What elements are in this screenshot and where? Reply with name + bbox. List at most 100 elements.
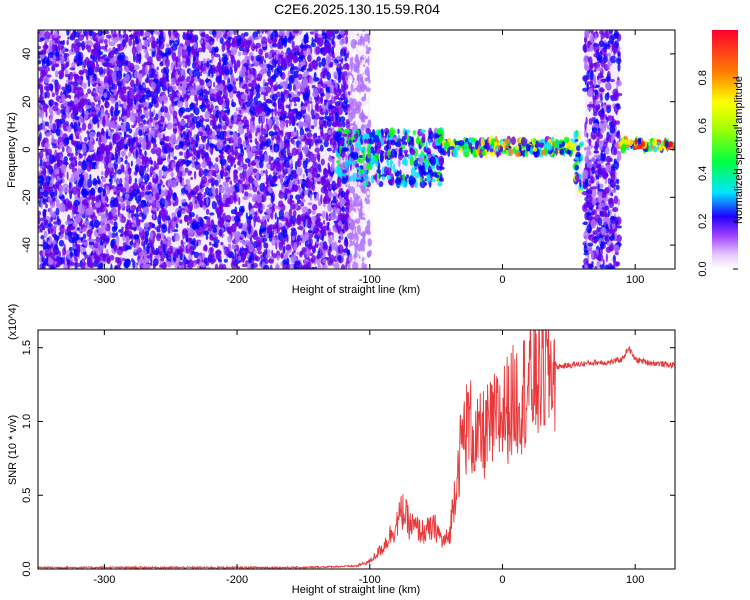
heatmap-cell [45,203,48,209]
heatmap-cell [191,46,195,52]
heatmap-cell [265,174,270,182]
heatmap-cell [180,183,185,187]
heatmap-cell [241,263,248,268]
heatmap-cell [58,239,65,247]
heatmap-cell [117,196,124,202]
heatmap-cell [282,215,285,219]
heatmap-cell [242,140,247,148]
heatmap-cell [123,30,127,36]
heatmap-cell [141,264,146,269]
heatmap-cell [185,99,189,110]
heatmap-cell [143,39,149,48]
heatmap-cell [257,251,263,255]
heatmap-cell [122,234,126,242]
heatmap-cell [114,101,119,111]
heatmap-cell [294,50,300,56]
heatmap-cell [304,133,307,139]
heatmap-cell [46,56,50,67]
heatmap-cell [208,241,212,246]
heatmap-cell [144,109,149,119]
heatmap-cell [138,129,143,137]
heatmap-cell [248,256,252,264]
heatmap-cell [121,165,125,173]
heatmap-cell [136,218,141,227]
heatmap-cell [83,136,88,142]
heatmap-cell [271,59,275,66]
heatmap-cell [97,187,104,193]
heatmap-cell [130,79,135,88]
heatmap-cell [156,56,162,62]
heatmap-cell [223,109,230,114]
heatmap-cell [87,88,92,95]
heatmap-cell [283,38,288,48]
heatmap-cell [219,111,222,115]
heatmap-cell [132,53,136,63]
heatmap-cell [215,157,219,163]
heatmap-cell [109,185,115,190]
heatmap-cell [249,139,253,143]
heatmap-cell [254,137,258,145]
heatmap-cell [254,211,258,221]
heatmap-cell [84,191,90,196]
heatmap-cell [321,57,326,67]
heatmap-cell [105,109,109,115]
heatmap-cell [44,85,48,91]
heatmap-cell [326,224,330,231]
heatmap-cell [262,186,268,194]
heatmap-cell [182,31,186,36]
heatmap-cell [198,199,203,206]
heatmap-cell [191,220,198,231]
heatmap-cell [278,130,282,136]
heatmap-cell [140,30,143,37]
heatmap-cell [176,92,181,97]
heatmap-cell [306,137,312,146]
heatmap-cell [146,120,150,125]
heatmap-cell [309,193,313,201]
heatmap-cell [196,259,200,264]
heatmap-cell [38,59,42,65]
heatmap-cell [327,30,335,37]
heatmap-cell [173,156,177,160]
heatmap-cell [302,174,305,178]
heatmap-cell [308,63,312,71]
heatmap-cell [174,139,178,144]
heatmap-cell [278,240,284,251]
heatmap-cell [337,255,342,262]
heatmap-cell [247,69,250,75]
heatmap-cell [196,228,203,236]
heatmap-cell [310,125,315,130]
heatmap-cell [240,234,245,239]
heatmap-cell [252,168,258,174]
heatmap-cell [238,99,241,105]
heatmap-cell [277,59,280,69]
heatmap-cell [66,171,69,181]
heatmap-cell [113,173,117,183]
heatmap-cell [231,101,237,108]
heatmap-cell [125,262,129,269]
heatmap-cell [59,71,65,79]
heatmap-cell [213,47,219,53]
heatmap-cell [308,129,312,133]
heatmap-cell [158,251,163,256]
heatmap-cell [105,130,109,140]
heatmap-cell [283,168,287,176]
heatmap-cell [311,84,316,89]
heatmap-cell [101,134,104,141]
heatmap-cell [320,92,325,97]
heatmap-cell [119,103,124,108]
heatmap-cell [264,52,268,59]
heatmap-cell [282,98,286,103]
heatmap-cell [274,212,277,220]
heatmap-cell [322,244,329,251]
heatmap-cell [280,91,283,97]
heatmap-cell [280,252,283,259]
heatmap-cell [270,194,274,204]
heatmap-cell [244,170,247,178]
heatmap-cell [343,71,348,76]
heatmap-cell [171,235,175,241]
heatmap-cell [130,258,134,263]
heatmap-cell [335,244,339,253]
heatmap-cell [337,100,343,107]
heatmap-cell [134,178,138,184]
heatmap-cell [303,189,309,196]
